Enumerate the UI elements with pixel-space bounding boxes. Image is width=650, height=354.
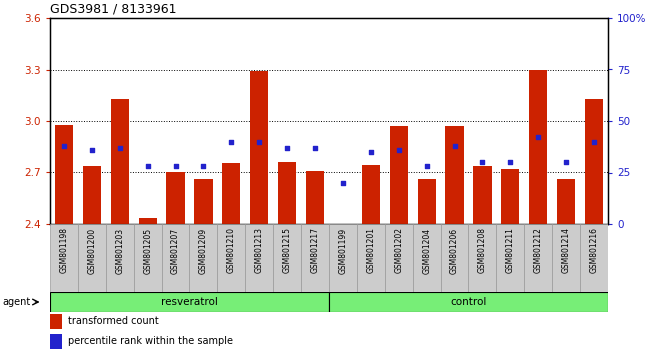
Point	[449, 143, 460, 149]
Bar	[390, 126, 408, 224]
Text: resveratrol: resveratrol	[161, 297, 218, 307]
Point	[58, 143, 69, 149]
Bar	[250, 71, 268, 224]
Text: GSM801212: GSM801212	[534, 227, 543, 273]
Bar	[362, 165, 380, 224]
Text: GSM801204: GSM801204	[422, 227, 431, 274]
Text: GSM801213: GSM801213	[255, 227, 264, 273]
Bar	[134, 224, 162, 292]
Bar	[445, 126, 463, 224]
Bar	[413, 224, 441, 292]
Bar	[50, 292, 329, 312]
Bar	[329, 224, 357, 292]
Bar	[50, 333, 62, 349]
Point	[393, 147, 404, 153]
Bar	[50, 224, 78, 292]
Text: agent: agent	[3, 297, 31, 307]
Point	[254, 139, 265, 144]
Bar	[50, 314, 62, 329]
Point	[310, 145, 320, 150]
Bar	[441, 224, 469, 292]
Text: GSM801207: GSM801207	[171, 227, 180, 274]
Text: GSM801199: GSM801199	[339, 227, 348, 274]
Bar	[557, 178, 575, 224]
Text: GSM801200: GSM801200	[87, 227, 96, 274]
Bar	[497, 224, 525, 292]
Bar	[501, 169, 519, 224]
Text: GSM801203: GSM801203	[115, 227, 124, 274]
Text: GSM801202: GSM801202	[395, 227, 403, 273]
Point	[505, 159, 515, 165]
Bar	[278, 162, 296, 224]
Bar	[166, 172, 185, 224]
Text: GSM801198: GSM801198	[59, 227, 68, 273]
Point	[561, 159, 571, 165]
Point	[589, 139, 599, 144]
Point	[114, 145, 125, 150]
Bar	[111, 99, 129, 224]
Bar	[222, 163, 240, 224]
Text: GSM801217: GSM801217	[311, 227, 320, 273]
Text: GSM801216: GSM801216	[590, 227, 599, 273]
Bar	[469, 224, 497, 292]
Point	[226, 139, 237, 144]
Point	[366, 149, 376, 155]
Point	[170, 164, 181, 169]
Bar	[78, 224, 106, 292]
Bar	[217, 224, 245, 292]
Bar	[525, 224, 552, 292]
Text: GSM801210: GSM801210	[227, 227, 236, 273]
Text: GSM801215: GSM801215	[283, 227, 292, 273]
Text: GSM801209: GSM801209	[199, 227, 208, 274]
Point	[421, 164, 432, 169]
Bar	[580, 224, 608, 292]
Bar	[162, 224, 190, 292]
Text: GDS3981 / 8133961: GDS3981 / 8133961	[50, 3, 177, 16]
Text: percentile rank within the sample: percentile rank within the sample	[68, 336, 233, 346]
Bar	[245, 224, 273, 292]
Bar	[357, 224, 385, 292]
Bar	[190, 224, 217, 292]
Bar	[329, 292, 608, 312]
Bar	[138, 218, 157, 224]
Text: GSM801211: GSM801211	[506, 227, 515, 273]
Point	[338, 180, 348, 185]
Point	[477, 159, 488, 165]
Text: GSM801205: GSM801205	[143, 227, 152, 274]
Bar	[194, 178, 213, 224]
Bar	[385, 224, 413, 292]
Bar	[301, 224, 329, 292]
Bar	[473, 166, 491, 224]
Text: GSM801208: GSM801208	[478, 227, 487, 273]
Point	[533, 135, 543, 140]
Bar	[529, 69, 547, 224]
Bar	[83, 166, 101, 224]
Text: control: control	[450, 297, 487, 307]
Bar	[106, 224, 134, 292]
Text: GSM801201: GSM801201	[367, 227, 375, 273]
Text: GSM801206: GSM801206	[450, 227, 459, 274]
Point	[142, 164, 153, 169]
Text: transformed count: transformed count	[68, 316, 159, 326]
Bar	[273, 224, 301, 292]
Text: GSM801214: GSM801214	[562, 227, 571, 273]
Point	[198, 164, 209, 169]
Bar	[552, 224, 580, 292]
Bar	[585, 99, 603, 224]
Bar	[55, 125, 73, 224]
Point	[86, 147, 97, 153]
Bar	[417, 179, 436, 224]
Point	[282, 145, 293, 150]
Bar	[306, 171, 324, 224]
